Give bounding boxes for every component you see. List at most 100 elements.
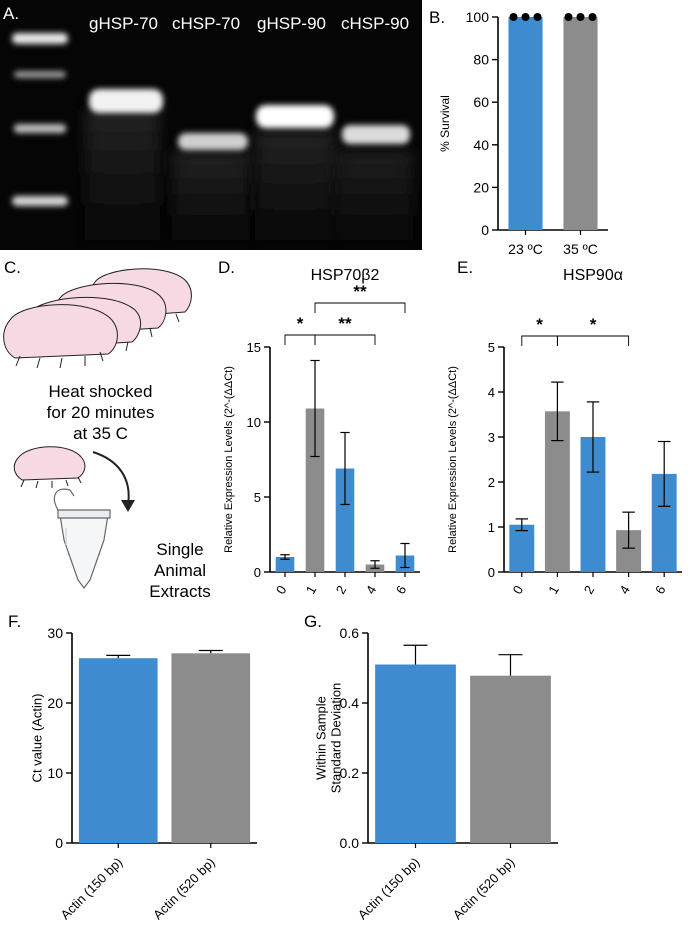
significance-label-e: * xyxy=(536,315,543,334)
x-tick-label-d: 4 xyxy=(363,583,380,597)
bar-d-2 xyxy=(335,468,355,572)
x-tick-label-f: Actin (150 bp) xyxy=(58,855,126,923)
chart-hsp90: HSP90α 0 1 2 3 4 5 Relative Expression Levels (… xyxy=(447,267,682,597)
y-axis-label-d: Relative Expression Levels (2^-(ΔΔCt) xyxy=(223,366,235,553)
y-tick-label-b: 40 xyxy=(473,137,489,153)
x-tick-label-f: Actin (520 bp) xyxy=(150,855,218,923)
y-tick-label-g: 0.2 xyxy=(340,765,360,781)
arrow-icon xyxy=(92,451,135,512)
caption-extract-line-1: Single xyxy=(156,540,204,559)
chart-title-e: HSP90α xyxy=(563,267,623,284)
significance-label-e: * xyxy=(590,315,597,334)
y-tick-label-e: 1 xyxy=(488,520,495,535)
x-tick-label-e: 2 xyxy=(581,583,598,597)
x-tick-label-b: 35 ºC xyxy=(563,241,598,257)
data-point-b xyxy=(576,13,585,21)
y-tick-label-f: 30 xyxy=(47,625,63,641)
significance-bracket-d xyxy=(284,334,316,345)
x-tick-label-g: Actin (520 bp) xyxy=(450,855,518,923)
bar-g-1 xyxy=(470,675,551,843)
panel-letter-f: F. xyxy=(8,612,22,631)
bar-f-0 xyxy=(78,658,158,843)
gel-image: gHSP-70 cHSP-70 gHSP-90 cHSP-90 xyxy=(0,0,422,250)
x-tick-label-e: 0 xyxy=(510,583,527,597)
data-point-b xyxy=(588,13,597,21)
y-tick-label-f: 10 xyxy=(47,765,63,781)
caption-heat-line-3: at 35 C xyxy=(73,424,128,443)
x-tick-label-e: 6 xyxy=(652,583,669,597)
gel-bands xyxy=(12,33,413,240)
bar-g-0 xyxy=(375,664,456,843)
microtube-icon xyxy=(53,488,111,589)
y-tick-label-b: 20 xyxy=(473,179,489,195)
lane-label-ghsp70: gHSP-70 xyxy=(89,14,158,33)
y-tick-label-e: 5 xyxy=(488,340,495,355)
bar-d-0 xyxy=(275,557,295,572)
x-tick-label-g: Actin (150 bp) xyxy=(355,855,423,923)
panel-letter-b: B. xyxy=(429,8,446,27)
caption-extract-line-2: Animal xyxy=(154,561,206,580)
chart-within-sd: 0.0 0.2 0.4 0.6 Within Sample Standard Deviat… xyxy=(314,625,558,923)
ladder-bands xyxy=(12,33,68,206)
lane-label-ghsp90: gHSP-90 xyxy=(257,14,326,33)
y-tick-label-e: 3 xyxy=(488,430,495,445)
panel-letter-d: D. xyxy=(218,258,235,277)
y-tick-label-b: 0 xyxy=(481,222,489,238)
x-tick-label-e: 1 xyxy=(545,583,562,597)
band-ghsp70 xyxy=(89,89,163,113)
y-axis-label-g: Standard Deviation xyxy=(329,683,344,794)
significance-bracket-d xyxy=(314,302,406,313)
caption-extract-line-3: Extracts xyxy=(149,582,211,601)
significance-label-d: ** xyxy=(338,314,352,333)
y-tick-label-g: 0.4 xyxy=(340,695,360,711)
panel-letter-g: G. xyxy=(304,612,322,631)
significance-label-d: * xyxy=(297,314,304,333)
bar-d-1 xyxy=(305,408,325,572)
band-chsp90 xyxy=(342,125,410,144)
band-chsp70 xyxy=(178,133,248,150)
caption-heat-shock: Heat shocked for 20 minutes at 35 C xyxy=(8,381,193,444)
x-tick-label-b: 23 ºC xyxy=(508,241,543,257)
significance-label-d: ** xyxy=(353,282,367,301)
x-tick-label-d: 1 xyxy=(303,583,320,597)
lane-label-chsp70: cHSP-70 xyxy=(172,14,241,33)
data-point-b xyxy=(521,13,530,21)
y-tick-label-b: 100 xyxy=(466,9,490,25)
y-axis-label-f: Ct value (Actin) xyxy=(30,694,45,783)
schematic-drawing xyxy=(3,268,192,589)
caption-heat-line-2: for 20 minutes xyxy=(46,403,155,422)
band-ghsp90 xyxy=(256,105,334,128)
y-tick-label-e: 4 xyxy=(488,385,495,400)
y-tick-label-b: 80 xyxy=(473,52,489,68)
y-tick-label-g: 0.0 xyxy=(340,835,360,851)
significance-bracket-d xyxy=(314,334,376,345)
panel-letter-c: C. xyxy=(4,258,21,277)
tardigrade-group-icon xyxy=(3,268,192,369)
y-tick-label-f: 0 xyxy=(55,835,63,851)
y-tick-label-e: 2 xyxy=(488,475,495,490)
x-tick-label-d: 0 xyxy=(273,583,290,597)
y-tick-label-d: 10 xyxy=(247,415,261,430)
x-tick-label-d: 2 xyxy=(333,583,350,597)
significance-bracket-e xyxy=(521,335,558,346)
caption-extracts: Single Animal Extracts xyxy=(140,539,220,602)
y-tick-label-d: 15 xyxy=(247,340,261,355)
chart-title-d: HSP70β2 xyxy=(311,267,380,284)
tardigrade-icon xyxy=(13,446,86,489)
bar-f-1 xyxy=(171,653,251,843)
y-axis-label-b: % Survival xyxy=(438,95,452,152)
data-point-b xyxy=(533,13,542,21)
y-tick-label-f: 20 xyxy=(47,695,63,711)
y-tick-label-g: 0.6 xyxy=(340,625,360,641)
data-point-b xyxy=(564,13,573,21)
bar-b-0 xyxy=(508,17,543,230)
bar-b-1 xyxy=(563,17,598,230)
panel-letter-a: A. xyxy=(3,4,20,23)
x-tick-label-e: 4 xyxy=(616,583,633,597)
x-tick-label-d: 6 xyxy=(393,583,410,597)
panel-letter-e: E. xyxy=(457,258,474,277)
bar-e-0 xyxy=(509,524,535,572)
data-point-b xyxy=(509,13,518,21)
y-axis-label-g: Within Sample xyxy=(314,696,329,780)
y-tick-label-b: 60 xyxy=(473,94,489,110)
